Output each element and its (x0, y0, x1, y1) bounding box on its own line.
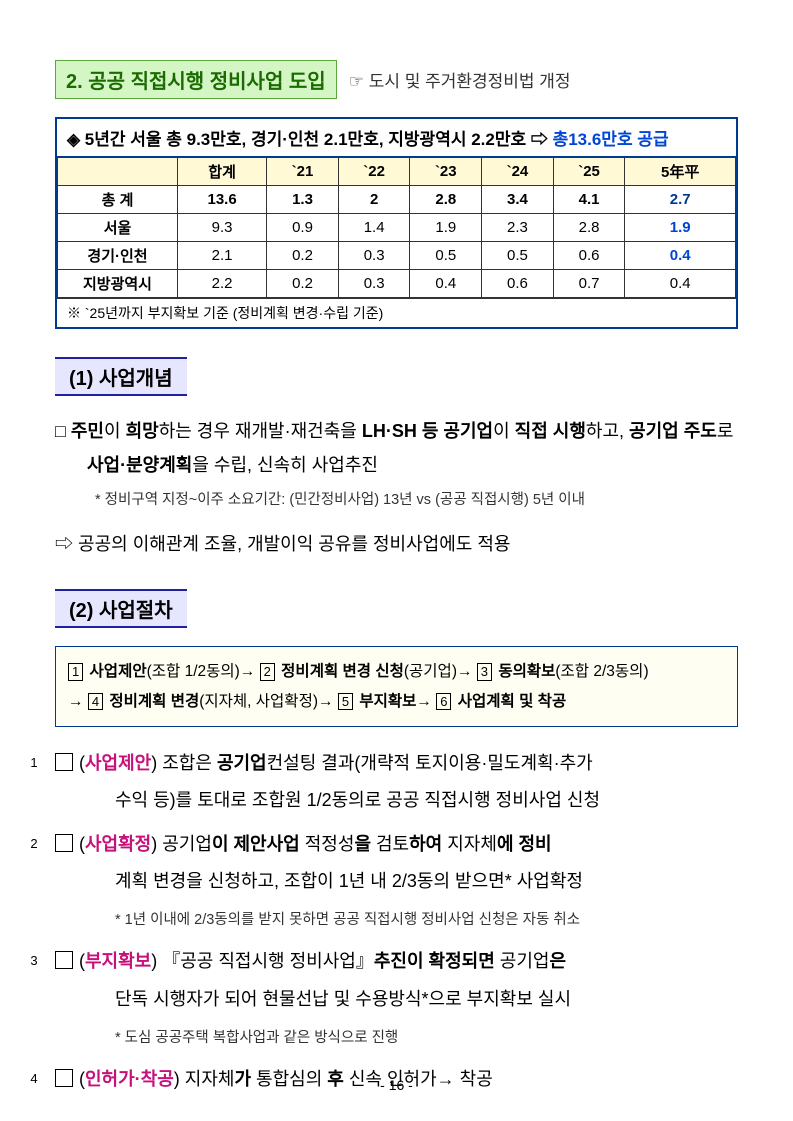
table-cell: 0.5 (482, 242, 554, 270)
table-cell: 0.4 (625, 270, 736, 298)
section-1-head: (1) 사업개념 (55, 357, 187, 396)
table-cell: 1.3 (267, 186, 339, 214)
table-cell: 0.9 (267, 214, 339, 242)
table-header-cell: 합계 (178, 158, 267, 186)
table-cell: 0.3 (338, 270, 410, 298)
supply-table: 합계`21`22`23`24`255年平 총 계13.61.322.83.44.… (57, 157, 736, 298)
table-header-cell: `25 (553, 158, 625, 186)
step-line-cont: 단독 시행자가 되어 현물선납 및 수용방식*으로 부지확보 실시 (55, 983, 738, 1016)
step-note: * 1년 이내에 2/3동의를 받지 못하면 공공 직접시행 정비사업 신청은 … (115, 908, 738, 929)
step-line-cont: 계획 변경을 신청하고, 조합이 1년 내 2/3동의 받으면* 사업확정 (55, 865, 738, 898)
table-cell: 1.9 (410, 214, 482, 242)
table-row-label: 경기·인천 (58, 242, 178, 270)
table-cell: 0.5 (410, 242, 482, 270)
table-cell: 0.4 (625, 242, 736, 270)
pointer-icon: ☞ (349, 72, 364, 91)
table-cell: 9.3 (178, 214, 267, 242)
sec1-para-1: □ 주민이 희망하는 경우 재개발·재건축을 LH·SH 등 공기업이 직접 시… (55, 414, 738, 482)
sec1-note-1: * 정비구역 지정~이주 소요기간: (민간정비사업) 13년 vs (공공 직… (95, 488, 738, 513)
table-cell: 0.7 (553, 270, 625, 298)
summary-box: ◈ 5년간 서울 총 9.3만호, 경기·인천 2.1만호, 지방광역시 2.2… (55, 117, 738, 329)
table-cell: 2 (338, 186, 410, 214)
subtitle-text: 도시 및 주거환경정비법 개정 (369, 72, 571, 91)
table-cell: 3.4 (482, 186, 554, 214)
table-cell: 2.8 (410, 186, 482, 214)
procedure-steps: 1(사업제안) 조합은 공기업컨설팅 결과(개략적 토지이용·밀도계획·추가수익… (55, 747, 738, 1096)
table-row-label: 서울 (58, 214, 178, 242)
procedure-flow-box: 1 사업제안(조합 1/2동의)→ 2 정비계획 변경 신청(공기업)→ 3 동… (55, 646, 738, 727)
sec1-para-2: ⇨ 공공의 이해관계 조율, 개발이익 공유를 정비사업에도 적용 (55, 527, 738, 561)
step-line-cont: 수익 등)를 토대로 조합원 1/2동의로 공공 직접시행 정비사업 신청 (55, 784, 738, 817)
step-line: 1(사업제안) 조합은 공기업컨설팅 결과(개략적 토지이용·밀도계획·추가 (55, 747, 738, 780)
step-line: 3(부지확보) 『공공 직접시행 정비사업』추진이 확정되면 공기업은 (55, 945, 738, 978)
table-cell: 1.4 (338, 214, 410, 242)
table-header-cell: 5年平 (625, 158, 736, 186)
table-cell: 0.2 (267, 270, 339, 298)
table-cell: 0.6 (482, 270, 554, 298)
table-cell: 1.9 (625, 214, 736, 242)
table-cell: 2.7 (625, 186, 736, 214)
section-title: 2. 공공 직접시행 정비사업 도입 (55, 60, 337, 99)
table-row-label: 총 계 (58, 186, 178, 214)
table-cell: 0.4 (410, 270, 482, 298)
table-header-cell: `22 (338, 158, 410, 186)
table-header-cell: `21 (267, 158, 339, 186)
section-subtitle: ☞ 도시 및 주거환경정비법 개정 (349, 67, 571, 92)
table-cell: 2.1 (178, 242, 267, 270)
table-footnote: ※ `25년까지 부지확보 기준 (정비계획 변경·수립 기준) (57, 298, 736, 327)
table-cell: 4.1 (553, 186, 625, 214)
page-number: - 16 - (0, 1077, 793, 1093)
table-cell: 2.8 (553, 214, 625, 242)
table-cell: 2.2 (178, 270, 267, 298)
table-row-label: 지방광역시 (58, 270, 178, 298)
title-row: 2. 공공 직접시행 정비사업 도입 ☞ 도시 및 주거환경정비법 개정 (55, 60, 738, 99)
summary-header-text: ◈ 5년간 서울 총 9.3만호, 경기·인천 2.1만호, 지방광역시 2.2… (67, 130, 553, 149)
step-note: * 도심 공공주택 복합사업과 같은 방식으로 진행 (115, 1026, 738, 1047)
table-cell: 0.6 (553, 242, 625, 270)
table-cell: 13.6 (178, 186, 267, 214)
summary-header-em: 총13.6만호 공급 (553, 130, 669, 149)
section-2-head: (2) 사업절차 (55, 589, 187, 628)
table-cell: 0.2 (267, 242, 339, 270)
step-line: 2(사업확정) 공기업이 제안사업 적정성을 검토하여 지자체에 정비 (55, 828, 738, 861)
table-header-cell: `23 (410, 158, 482, 186)
table-header-cell: `24 (482, 158, 554, 186)
table-cell: 0.3 (338, 242, 410, 270)
table-cell: 2.3 (482, 214, 554, 242)
summary-header: ◈ 5년간 서울 총 9.3만호, 경기·인천 2.1만호, 지방광역시 2.2… (57, 119, 736, 157)
table-header-cell (58, 158, 178, 186)
